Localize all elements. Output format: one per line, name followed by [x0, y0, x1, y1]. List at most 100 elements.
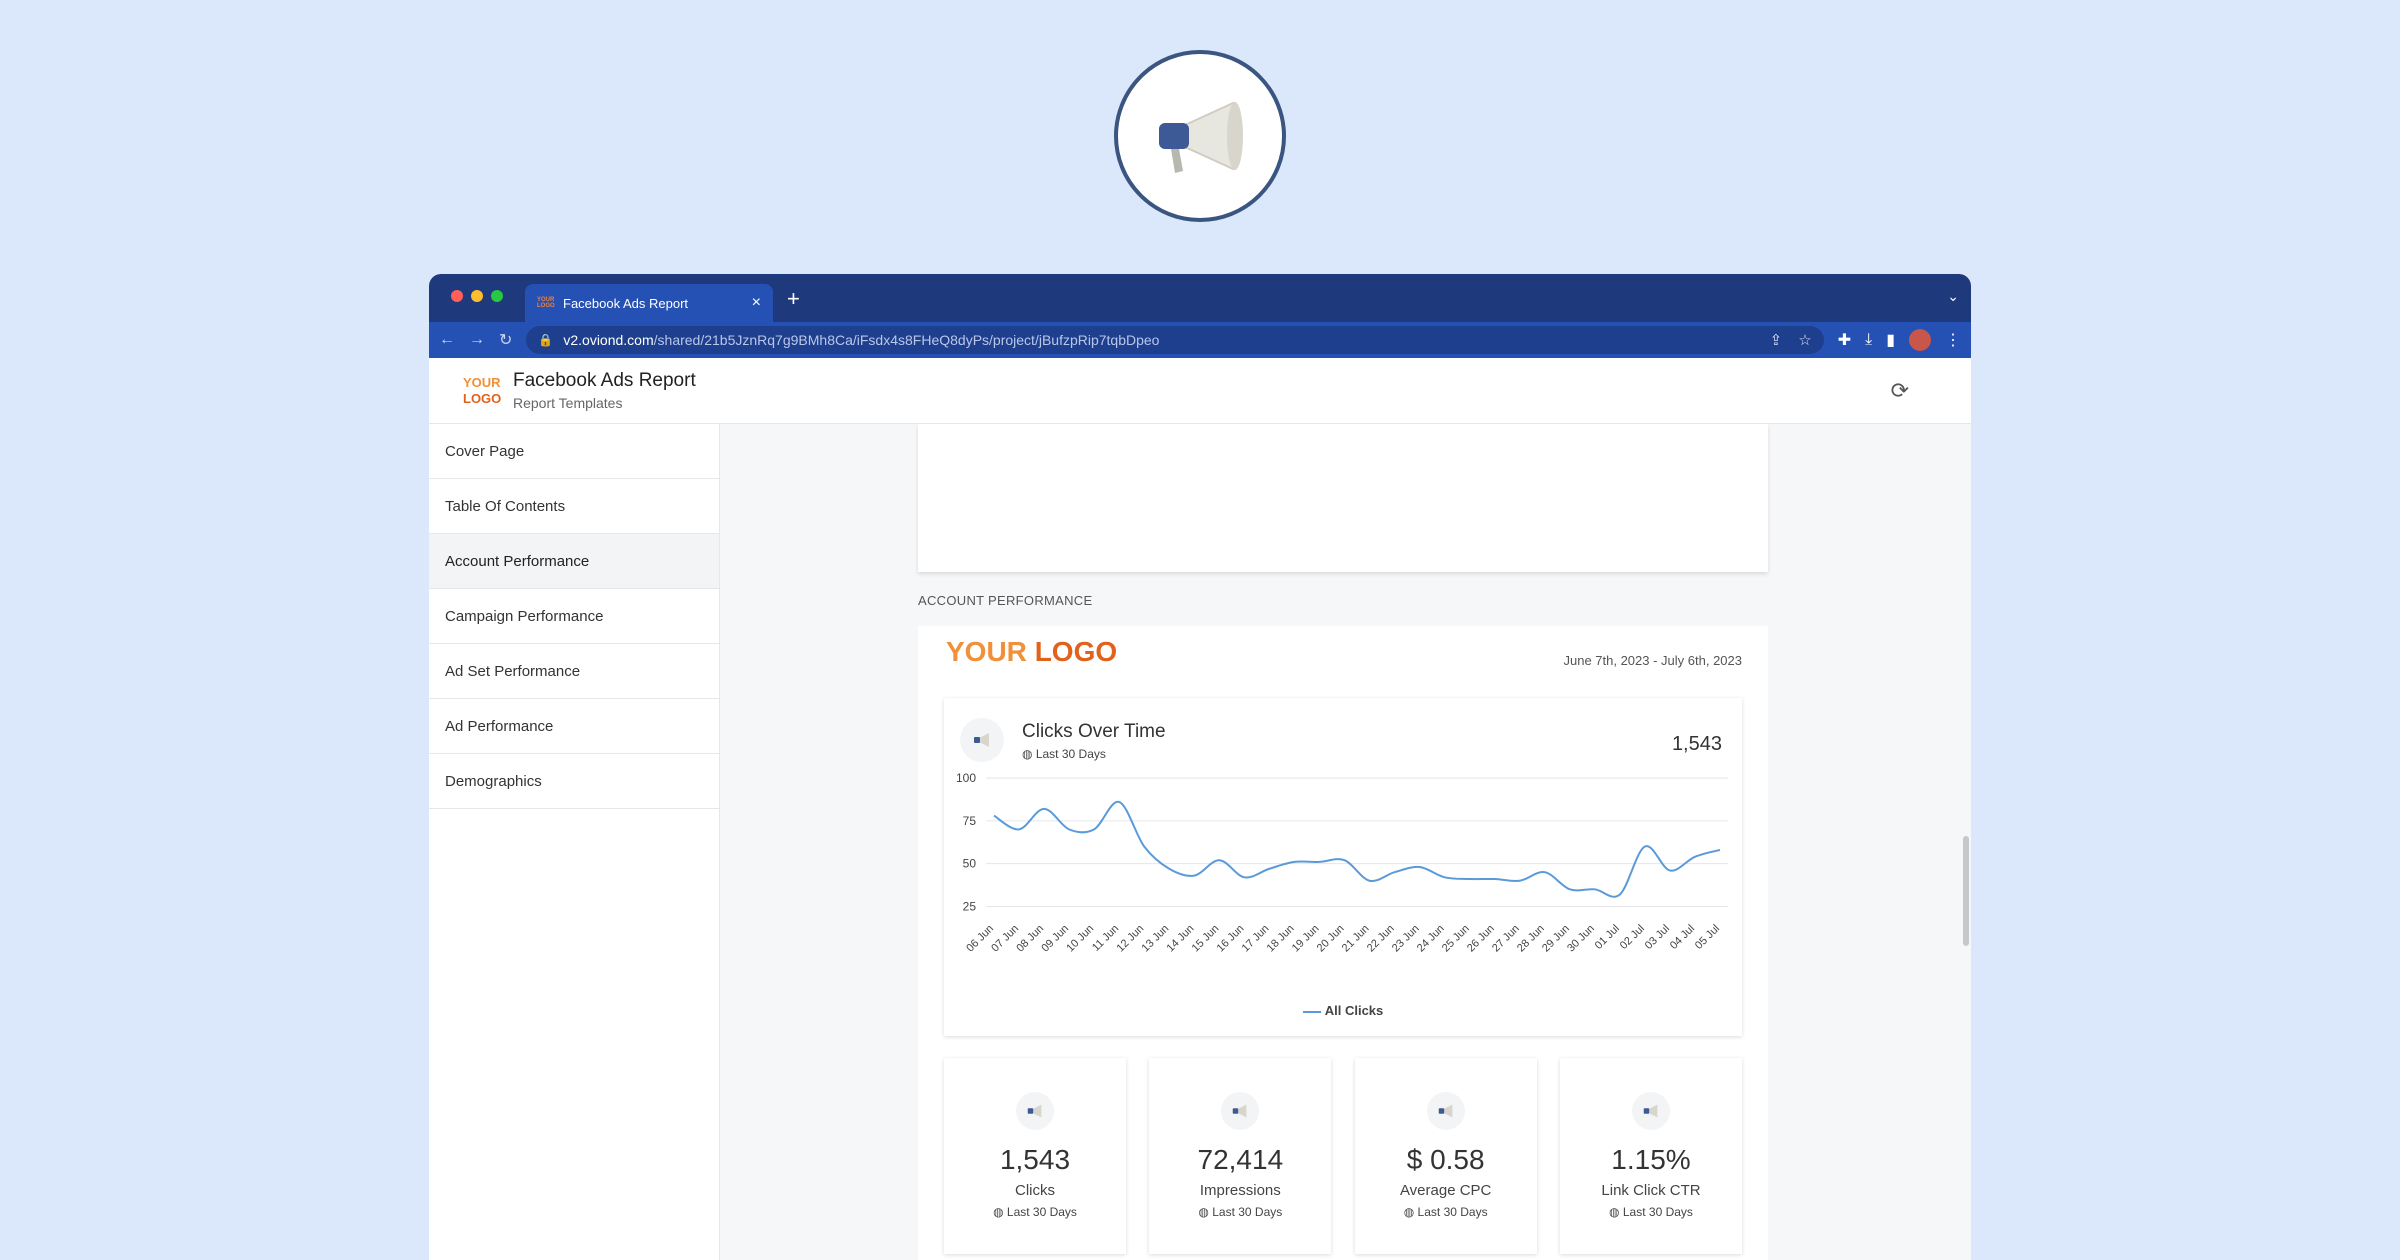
forward-arrow-icon[interactable]: →	[469, 331, 485, 348]
kpi-card-impressions: 72,414 Impressions ◍ Last 30 Days	[1149, 1058, 1332, 1254]
sidebar-item-table-of-contents[interactable]: Table Of Contents	[429, 479, 719, 534]
x-tick-label: 12 Jun	[1114, 923, 1146, 955]
kpi-value: 72,414	[1197, 1144, 1284, 1175]
chart-period: ◍ Last 30 Days	[1022, 747, 1106, 761]
refresh-icon[interactable]: ⟳	[1890, 378, 1909, 403]
x-tick-label: 27 Jun	[1490, 923, 1522, 955]
x-tick-label: 07 Jun	[989, 923, 1021, 955]
x-tick-label: 02 Jul	[1618, 923, 1647, 952]
megaphone-icon	[1221, 1092, 1260, 1130]
series-line-all-clicks[interactable]	[993, 800, 1721, 898]
kpi-period-text: Last 30 Days	[1417, 1205, 1488, 1219]
previous-page-card	[918, 424, 1768, 572]
kpi-period: ◍ Last 30 Days	[993, 1205, 1077, 1219]
report-page: YOUR LOGO June 7th, 2023 - July 6th, 202…	[918, 626, 1768, 1260]
extensions-icon[interactable]: ✚	[1837, 332, 1852, 349]
date-range: June 7th, 2023 - July 6th, 2023	[1563, 653, 1742, 668]
download-icon[interactable]: ⤓	[1865, 331, 1873, 348]
x-tick-label: 30 Jun	[1565, 923, 1597, 955]
chart-period-text: Last 30 Days	[1035, 747, 1106, 761]
app-header: YOUR LOGO Facebook Ads Report Report Tem…	[429, 358, 1971, 424]
header-logo: YOUR LOGO	[463, 375, 503, 407]
browser-tab[interactable]: YOUR LOGO Facebook Ads Report ×	[525, 284, 773, 322]
sidebar-item-cover-page[interactable]: Cover Page	[429, 424, 719, 479]
globe-icon: ◍	[993, 1205, 1004, 1219]
kpi-value: 1,543	[999, 1144, 1071, 1175]
x-tick-label: 13 Jun	[1140, 923, 1172, 955]
kpi-row: 1,543 Clicks ◍ Last 30 Days 72,414 Impre…	[944, 1058, 1742, 1254]
sidebar-item-ad-performance[interactable]: Ad Performance	[429, 699, 719, 754]
y-tick-label: 100	[956, 771, 976, 785]
x-tick-label: 26 Jun	[1465, 923, 1497, 955]
share-icon[interactable]: ⇪	[1769, 332, 1783, 349]
profile-avatar[interactable]	[1909, 329, 1931, 351]
report-title: Facebook Ads Report	[513, 370, 696, 391]
clicks-over-time-widget: Clicks Over Time ◍ Last 30 Days 1,543 25…	[944, 698, 1742, 1036]
sidebar-item-campaign-performance[interactable]: Campaign Performance	[429, 589, 719, 644]
lock-icon: 🔒	[538, 333, 554, 347]
legend-label: All Clicks	[1324, 1003, 1384, 1018]
chart-legend[interactable]: All Clicks	[944, 1003, 1742, 1018]
kpi-card-average-cpc: $ 0.58 Average CPC ◍ Last 30 Days	[1354, 1058, 1537, 1254]
address-bar[interactable]: 🔒 v2.oviond.com/shared/21b5JznRq7g9BMh8C…	[526, 326, 1824, 354]
report-logo: YOUR LOGO	[946, 636, 1117, 668]
minimize-window-button[interactable]	[471, 290, 483, 302]
kpi-card-link-click-ctr: 1.15% Link Click CTR ◍ Last 30 Days	[1559, 1058, 1742, 1254]
more-menu-icon[interactable]: ⋮	[1945, 332, 1961, 349]
kpi-value: $ 0.58	[1406, 1144, 1485, 1175]
x-tick-label: 03 Jul	[1643, 923, 1672, 952]
close-window-button[interactable]	[451, 290, 463, 302]
x-tick-label: 05 Jul	[1693, 923, 1722, 952]
vertical-scrollbar[interactable]	[1963, 836, 1969, 946]
megaphone-icon	[1426, 1092, 1465, 1130]
back-arrow-icon[interactable]: ←	[439, 331, 455, 348]
browser-window: YOUR LOGO Facebook Ads Report × + ⌄ ← → …	[429, 274, 1971, 1260]
maximize-window-button[interactable]	[491, 290, 503, 302]
kpi-period-text: Last 30 Days	[1212, 1205, 1283, 1219]
megaphone-icon	[960, 718, 1004, 762]
sidebar-nav: Cover Page Table Of Contents Account Per…	[429, 424, 720, 1260]
kpi-period-text: Last 30 Days	[1622, 1205, 1693, 1219]
new-tab-icon[interactable]: +	[787, 286, 800, 311]
chart-total: 1,543	[1671, 733, 1722, 755]
kpi-period: ◍ Last 30 Days	[1198, 1205, 1282, 1219]
sidebar-item-demographics[interactable]: Demographics	[429, 754, 719, 809]
url-text: v2.oviond.com/shared/21b5JznRq7g9BMh8Ca/…	[563, 332, 1159, 348]
globe-icon: ◍	[1403, 1205, 1415, 1219]
header-logo-bottom: LOGO	[463, 390, 502, 406]
tab-close-icon[interactable]: ×	[751, 294, 761, 311]
megaphone-icon	[1016, 1092, 1054, 1130]
y-tick-label: 25	[963, 899, 977, 913]
star-icon[interactable]: ☆	[1798, 332, 1812, 349]
x-tick-label: 28 Jun	[1515, 923, 1547, 955]
x-tick-label: 29 Jun	[1540, 923, 1572, 955]
x-tick-label: 18 Jun	[1265, 923, 1297, 955]
globe-icon: ◍	[1609, 1205, 1620, 1219]
tab-favicon-icon: YOUR LOGO	[537, 297, 555, 309]
x-tick-label: 21 Jun	[1340, 923, 1372, 955]
section-label: ACCOUNT PERFORMANCE	[918, 593, 1093, 608]
chevron-down-icon[interactable]: ⌄	[1947, 288, 1959, 304]
kpi-period-text: Last 30 Days	[1006, 1205, 1077, 1219]
browser-toolbar: ← → ↻ 🔒 v2.oviond.com/shared/21b5JznRq7g…	[429, 322, 1971, 358]
y-tick-label: 75	[963, 814, 977, 828]
sidebar-item-account-performance[interactable]: Account Performance	[429, 534, 719, 589]
x-tick-label: 10 Jun	[1064, 923, 1096, 955]
sidepanel-icon[interactable]: ▮	[1886, 332, 1895, 349]
legend-line-icon	[1302, 1010, 1321, 1013]
browser-titlebar: YOUR LOGO Facebook Ads Report × + ⌄	[429, 274, 1971, 322]
tab-title: Facebook Ads Report	[563, 295, 689, 311]
header-logo-top: YOUR	[463, 374, 501, 390]
kpi-card-clicks: 1,543 Clicks ◍ Last 30 Days	[944, 1058, 1126, 1254]
report-subtitle: Report Templates	[513, 395, 623, 411]
report-logo-part1: YOUR	[946, 636, 1035, 667]
url-path: /shared/21b5JznRq7g9BMh8Ca/iFsdx4s8FHeQ8…	[653, 332, 1160, 348]
report-logo-part2: LOGO	[1034, 636, 1118, 667]
x-tick-label: 04 Jul	[1668, 923, 1697, 952]
x-tick-label: 15 Jun	[1190, 923, 1222, 955]
chart-title: Clicks Over Time	[1022, 721, 1166, 742]
sidebar-item-ad-set-performance[interactable]: Ad Set Performance	[429, 644, 719, 699]
kpi-period: ◍ Last 30 Days	[1404, 1205, 1488, 1219]
reload-icon[interactable]: ↻	[499, 332, 513, 349]
